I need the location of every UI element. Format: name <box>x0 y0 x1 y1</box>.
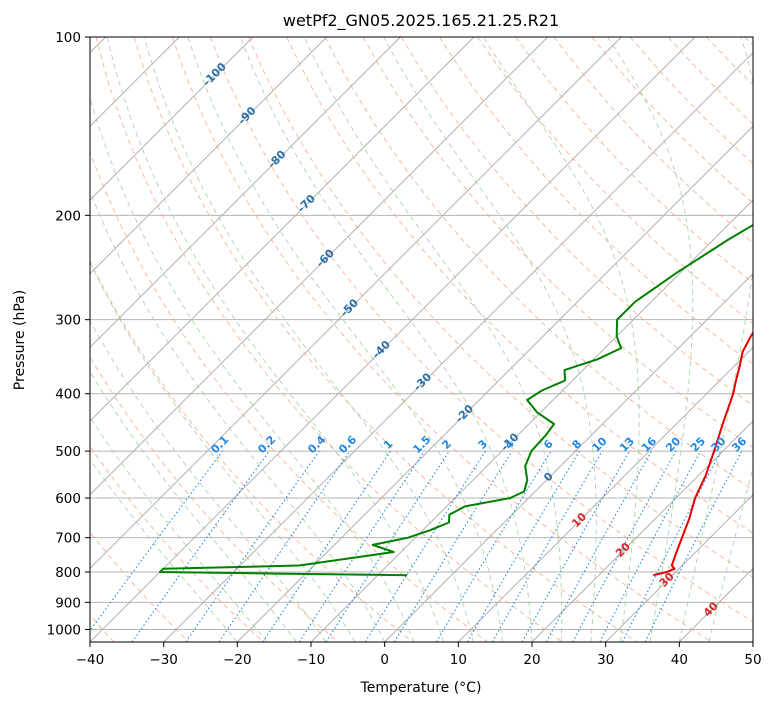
isotherm-50 <box>752 641 753 642</box>
mixing-ratio-line-1.5 <box>298 450 425 642</box>
x-tick-label: 10 <box>450 652 467 668</box>
y-tick-label: 800 <box>55 565 81 581</box>
dry-adiabat-10 <box>90 150 488 642</box>
isotherm--30 <box>163 52 753 642</box>
x-tick-label: −40 <box>76 652 105 668</box>
isotherm-0 <box>384 273 753 642</box>
dry-adiabat-50 <box>210 37 753 623</box>
y-axis-title: Pressure (hPa) <box>12 290 28 390</box>
moist-adiabat-28 <box>383 37 597 642</box>
dewpoint-profile <box>159 223 753 577</box>
moist-adiabat--20 <box>90 458 238 642</box>
x-axis: −40 −30 −20 −10 0 10 20 30 40 50 <box>76 642 762 668</box>
moist-adiabat--4 <box>90 260 356 642</box>
dry-adiabat-60 <box>248 37 753 578</box>
x-tick-label: −20 <box>223 652 252 668</box>
x-tick-label: 40 <box>671 652 688 668</box>
isotherm--100 <box>90 37 254 201</box>
y-tick-label: 200 <box>55 208 81 224</box>
mixing-ratio-line-4 <box>393 450 513 642</box>
x-tick-label: 0 <box>380 652 389 668</box>
isotherm-20 <box>531 420 753 642</box>
x-tick-label: 20 <box>523 652 540 668</box>
isotherm--40 <box>90 37 696 642</box>
x-tick-label: −10 <box>297 652 326 668</box>
moist-adiabat-0 <box>90 190 386 642</box>
profiles <box>159 223 753 577</box>
mixing-ratio-line-0.6 <box>218 450 351 642</box>
isotherm--80 <box>90 37 401 348</box>
y-tick-label: 900 <box>55 595 81 611</box>
moist-adiabat-12 <box>143 37 474 642</box>
mixing-ratio-line-0.4 <box>185 450 320 642</box>
x-tick-label: 30 <box>597 652 614 668</box>
mixing-ratio-line-0.2 <box>131 450 270 642</box>
dry-adiabat-30 <box>133 37 638 642</box>
temperature-profile <box>653 331 753 577</box>
isotherm--50 <box>90 37 622 569</box>
isotherm-30 <box>605 494 753 642</box>
y-tick-label: 500 <box>55 444 81 460</box>
mixing-ratio-line-36 <box>644 450 743 642</box>
x-tick-label: 50 <box>744 652 761 668</box>
mixing-ratio-line-16 <box>545 450 653 642</box>
isotherm--60 <box>90 37 548 496</box>
background-lines <box>90 37 753 642</box>
x-tick-label: −30 <box>149 652 178 668</box>
moist-adiabat-32 <box>483 37 640 642</box>
dry-adiabat--20 <box>90 445 264 642</box>
isotherm--10 <box>310 199 753 642</box>
y-tick-label: 300 <box>55 313 81 329</box>
plot-frame <box>89 36 754 643</box>
isotherm-10 <box>458 346 753 642</box>
moist-adiabat-16 <box>187 37 503 642</box>
y-tick-label: 600 <box>55 491 81 507</box>
mixing-ratio-line-2 <box>325 450 450 642</box>
mixing-ratio-line-0.1 <box>90 450 223 632</box>
mixing-ratio-line-13 <box>521 450 630 642</box>
mixing-ratio-line-1 <box>262 450 392 642</box>
mixing-ratio-line-20 <box>572 450 677 642</box>
moist-adiabat-36 <box>607 37 694 642</box>
y-tick-label: 700 <box>55 531 81 547</box>
moist-adiabat-20 <box>239 37 533 642</box>
y-axis: 100 200 300 400 500 600 700 800 900 1000 <box>47 30 90 638</box>
x-axis-title: Temperature (°C) <box>360 680 482 696</box>
isotherm--90 <box>90 37 327 275</box>
moist-adiabat-4 <box>90 96 415 642</box>
moist-adiabat--12 <box>90 370 297 642</box>
moist-adiabat-8 <box>106 37 445 642</box>
isotherm--70 <box>90 37 475 422</box>
dry-adiabat-20 <box>95 37 563 642</box>
moist-adiabat-24 <box>303 37 563 642</box>
dry-adiabat-90 <box>362 37 753 449</box>
dry-adiabat-40 <box>171 37 712 642</box>
plot-background <box>90 37 753 642</box>
chart-title: wetPf2_GN05.2025.165.21.25.R21 <box>283 11 559 31</box>
moist-adiabat--16 <box>90 416 268 642</box>
isotherm--20 <box>237 125 753 642</box>
y-tick-label: 1000 <box>47 622 81 638</box>
y-tick-label: 400 <box>55 387 81 403</box>
dry-adiabat-100 <box>400 37 753 407</box>
y-tick-label: 100 <box>55 30 81 46</box>
dry-adiabat-80 <box>324 37 753 491</box>
